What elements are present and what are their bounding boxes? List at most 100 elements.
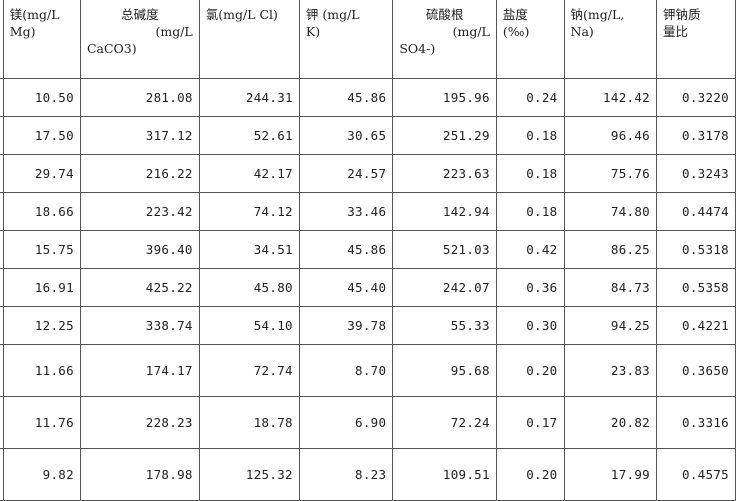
cell-salinity: 0.20 <box>495 448 565 501</box>
table-header: 镁(mg/L Mg) 总碱度 (mg/L CaCO3) 氯(mg/L Cl) 钾 (mg/L… <box>0 0 736 79</box>
cell-potassium: 45.40 <box>298 268 394 307</box>
cell-potassium: 24.57 <box>298 154 394 193</box>
cell-sulfate: 95.68 <box>392 344 497 397</box>
cell-salinity: 0.42 <box>495 230 565 269</box>
cell-total-alkalinity: 216.22 <box>79 154 200 193</box>
column-header-line: 钾钠质 <box>663 7 701 22</box>
cell-total-alkalinity: 228.23 <box>79 396 200 449</box>
cell-sodium: 94.25 <box>563 306 658 345</box>
cell-sodium: 96.46 <box>563 116 658 155</box>
cell-k-na-ratio: 0.3243 <box>656 154 736 193</box>
cell-sodium: 20.82 <box>563 396 658 449</box>
cell-chloride: 54.10 <box>198 306 300 345</box>
cell-salinity: 0.24 <box>495 78 565 117</box>
cell-chloride: 34.51 <box>198 230 300 269</box>
cell-total-alkalinity: 425.22 <box>79 268 200 307</box>
cell-chloride: 74.12 <box>198 192 300 231</box>
column-header-total-alkalinity: 总碱度 (mg/L CaCO3) <box>79 0 200 79</box>
table-row: 10.50 281.08 244.31 45.86 195.96 0.24 142.42 0.… <box>0 78 736 117</box>
cell-chloride: 72.74 <box>198 344 300 397</box>
cell-total-alkalinity: 174.17 <box>79 344 200 397</box>
table-row: 16.91 425.22 45.80 45.40 242.07 0.36 84.73 0.53… <box>0 268 736 307</box>
cell-magnesium: 11.66 <box>2 344 81 397</box>
column-header-line: 氯(mg/L Cl) <box>205 7 278 22</box>
cell-k-na-ratio: 0.3316 <box>656 396 736 449</box>
column-header-chloride: 氯(mg/L Cl) <box>198 0 300 79</box>
cell-k-na-ratio: 0.4221 <box>656 306 736 345</box>
cell-magnesium: 29.74 <box>2 154 81 193</box>
cell-sodium: 74.80 <box>563 192 658 231</box>
table-row: 17.50 317.12 52.61 30.65 251.29 0.18 96.46 0.31… <box>0 116 736 155</box>
column-header-k-na-ratio: 钾钠质 量比 <box>656 0 736 79</box>
column-header-line: (‰) <box>502 24 530 39</box>
cell-potassium: 39.78 <box>298 306 394 345</box>
cell-potassium: 8.70 <box>298 344 394 397</box>
column-header-line: 钾 (mg/L <box>305 7 360 22</box>
cell-sulfate: 109.51 <box>392 448 497 501</box>
cell-magnesium: 11.76 <box>2 396 81 449</box>
cell-chloride: 125.32 <box>198 448 300 501</box>
cell-sulfate: 72.24 <box>392 396 497 449</box>
cell-sulfate: 223.63 <box>392 154 497 193</box>
cell-salinity: 0.18 <box>495 192 565 231</box>
cell-sodium: 75.76 <box>563 154 658 193</box>
cell-chloride: 18.78 <box>198 396 300 449</box>
table-row: 29.74 216.22 42.17 24.57 223.63 0.18 75.76 0.32… <box>0 154 736 193</box>
table-row: 11.76 228.23 18.78 6.90 72.24 0.17 20.82 0.3316 <box>0 396 736 449</box>
cell-k-na-ratio: 0.3220 <box>656 78 736 117</box>
cell-potassium: 45.86 <box>298 78 394 117</box>
cell-sulfate: 242.07 <box>392 268 497 307</box>
cell-chloride: 45.80 <box>198 268 300 307</box>
cell-sulfate: 55.33 <box>392 306 497 345</box>
table-row: 18.66 223.42 74.12 33.46 142.94 0.18 74.80 0.44… <box>0 192 736 231</box>
table-body: 10.50 281.08 244.31 45.86 195.96 0.24 142.42 0.… <box>0 78 736 501</box>
column-header-line: (mg/L <box>452 24 490 39</box>
column-header-sulfate: 硫酸根 (mg/L SO4-) <box>392 0 497 79</box>
cell-sodium: 84.73 <box>563 268 658 307</box>
header-row: 镁(mg/L Mg) 总碱度 (mg/L CaCO3) 氯(mg/L Cl) 钾 (mg/L… <box>0 0 736 79</box>
cell-magnesium: 17.50 <box>2 116 81 155</box>
cell-magnesium: 18.66 <box>2 192 81 231</box>
cell-magnesium: 10.50 <box>2 78 81 117</box>
cell-potassium: 30.65 <box>298 116 394 155</box>
cell-k-na-ratio: 0.4474 <box>656 192 736 231</box>
column-header-line: K) <box>305 24 321 39</box>
table-row: 15.75 396.40 34.51 45.86 521.03 0.42 86.25 0.53… <box>0 230 736 269</box>
cell-sulfate: 142.94 <box>392 192 497 231</box>
cell-sodium: 142.42 <box>563 78 658 117</box>
cell-potassium: 8.23 <box>298 448 394 501</box>
cell-sulfate: 521.03 <box>392 230 497 269</box>
cell-salinity: 0.17 <box>495 396 565 449</box>
cell-sodium: 17.99 <box>563 448 658 501</box>
cell-k-na-ratio: 0.3178 <box>656 116 736 155</box>
column-header-line: 钠(mg/L, <box>570 7 625 22</box>
column-header-line: SO4-) <box>399 41 436 56</box>
cell-total-alkalinity: 223.42 <box>79 192 200 231</box>
column-header-sodium: 钠(mg/L, Na) <box>563 0 658 79</box>
cell-k-na-ratio: 0.5358 <box>656 268 736 307</box>
cell-chloride: 42.17 <box>198 154 300 193</box>
column-header-line: 镁(mg/L <box>9 7 60 22</box>
cell-magnesium: 12.25 <box>2 306 81 345</box>
cell-total-alkalinity: 178.98 <box>79 448 200 501</box>
column-header-line: 总碱度 <box>121 7 159 22</box>
cell-chloride: 244.31 <box>198 78 300 117</box>
cell-salinity: 0.30 <box>495 306 565 345</box>
column-header-salinity: 盐度 (‰) <box>495 0 565 79</box>
cell-k-na-ratio: 0.3650 <box>656 344 736 397</box>
cell-k-na-ratio: 0.4575 <box>656 448 736 501</box>
cell-salinity: 0.18 <box>495 116 565 155</box>
column-header-line: CaCO3) <box>86 41 137 56</box>
table-row: 11.66 174.17 72.74 8.70 95.68 0.20 23.83 0.3650 <box>0 344 736 397</box>
cell-potassium: 45.86 <box>298 230 394 269</box>
cell-sulfate: 195.96 <box>392 78 497 117</box>
cell-sodium: 86.25 <box>563 230 658 269</box>
cell-salinity: 0.20 <box>495 344 565 397</box>
column-header-line: 盐度 <box>502 7 528 22</box>
cell-potassium: 6.90 <box>298 396 394 449</box>
cell-total-alkalinity: 317.12 <box>79 116 200 155</box>
column-header-line: 量比 <box>663 24 689 39</box>
cell-potassium: 33.46 <box>298 192 394 231</box>
column-header-line: Na) <box>570 24 594 39</box>
column-header-magnesium: 镁(mg/L Mg) <box>2 0 81 79</box>
